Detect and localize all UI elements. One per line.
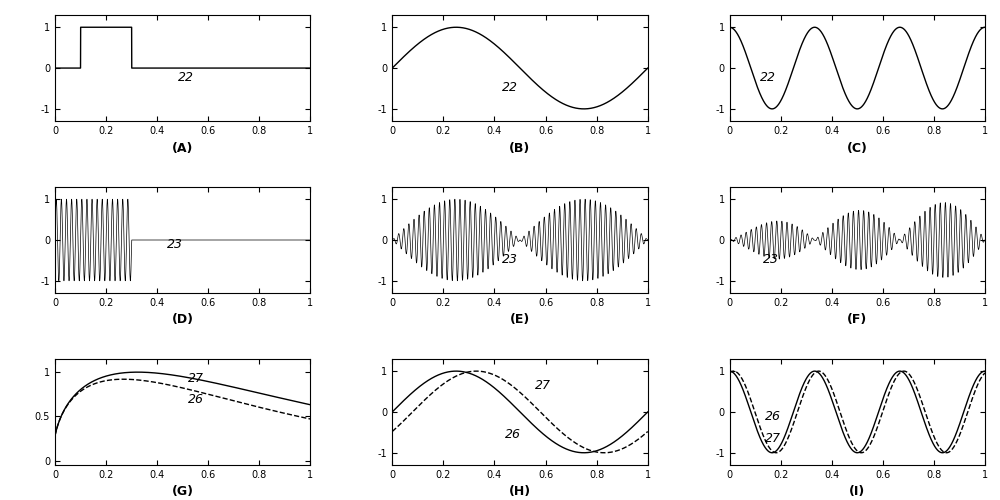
X-axis label: (D): (D) bbox=[172, 314, 194, 326]
Text: 27: 27 bbox=[765, 432, 781, 444]
Text: 27: 27 bbox=[188, 372, 204, 385]
X-axis label: (H): (H) bbox=[509, 486, 531, 498]
Text: 23: 23 bbox=[167, 238, 183, 252]
X-axis label: (C): (C) bbox=[847, 142, 868, 154]
Text: 27: 27 bbox=[535, 378, 551, 392]
X-axis label: (I): (I) bbox=[849, 486, 865, 498]
X-axis label: (A): (A) bbox=[172, 142, 193, 154]
Text: 23: 23 bbox=[763, 254, 779, 266]
Text: 26: 26 bbox=[505, 428, 521, 442]
X-axis label: (F): (F) bbox=[847, 314, 867, 326]
X-axis label: (B): (B) bbox=[509, 142, 531, 154]
Text: 22: 22 bbox=[760, 71, 776, 84]
X-axis label: (E): (E) bbox=[510, 314, 530, 326]
Text: 26: 26 bbox=[188, 394, 204, 406]
Text: 26: 26 bbox=[765, 410, 781, 424]
X-axis label: (G): (G) bbox=[172, 486, 194, 498]
Text: 23: 23 bbox=[502, 254, 518, 266]
Text: 22: 22 bbox=[502, 82, 518, 94]
Text: 22: 22 bbox=[178, 71, 194, 84]
